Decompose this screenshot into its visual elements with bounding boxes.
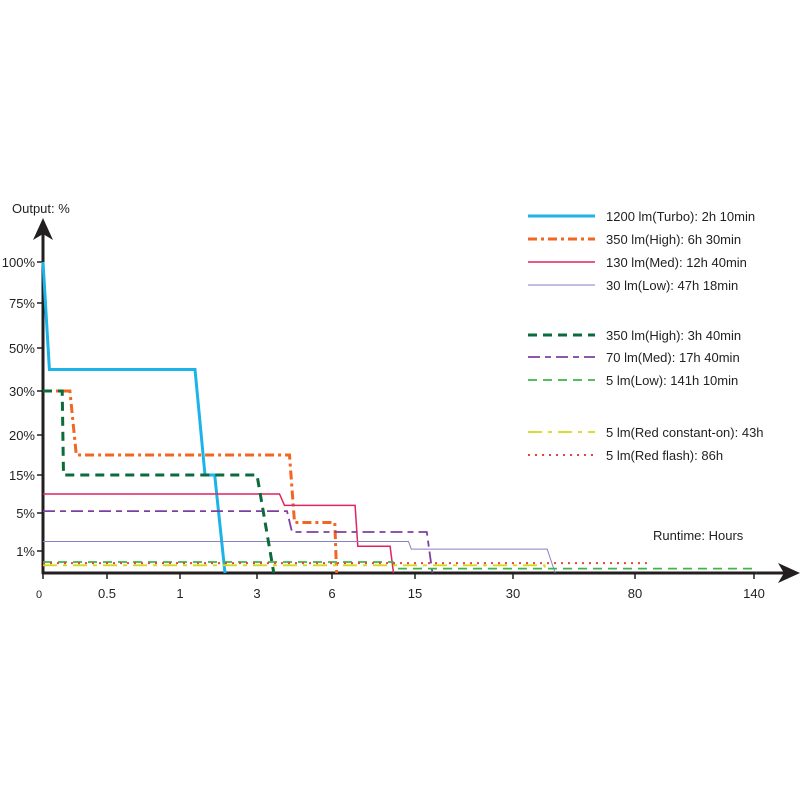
legend-label: 350 lm(High): 6h 30min <box>606 232 741 247</box>
legend-label: 70 lm(Med): 17h 40min <box>606 350 740 365</box>
x-axis-label: Runtime: Hours <box>653 528 744 543</box>
legend-item: 350 lm(High): 6h 30min <box>528 232 741 247</box>
series-line-5 <box>43 389 276 574</box>
legend-item: 130 lm(Med): 12h 40min <box>528 255 747 270</box>
series-line-3 <box>43 493 395 574</box>
y-tick-label: 100% <box>2 255 36 270</box>
legend-label: 5 lm(Red constant-on): 43h <box>606 425 764 440</box>
x-tick-label: 15 <box>408 586 422 601</box>
legend-item: 5 lm(Red constant-on): 43h <box>528 425 764 440</box>
series-line-1 <box>41 261 227 574</box>
y-tick-label: 1% <box>16 544 35 559</box>
legend-label: 5 lm(Red flash): 86h <box>606 448 723 463</box>
y-axis-arrow <box>33 218 53 240</box>
legend-label: 1200 lm(Turbo): 2h 10min <box>606 209 755 224</box>
y-tick-label: 30% <box>9 384 35 399</box>
legend-item: 5 lm(Low): 141h 10min <box>528 373 738 388</box>
x-tick-label: 30 <box>506 586 520 601</box>
legend-label: 130 lm(Med): 12h 40min <box>606 255 747 270</box>
legend-item: 1200 lm(Turbo): 2h 10min <box>528 209 755 224</box>
x-tick-label: 6 <box>328 586 335 601</box>
legend-label: 350 lm(High): 3h 40min <box>606 328 741 343</box>
y-tick-label: 75% <box>9 296 35 311</box>
y-tick-label: 5% <box>16 506 35 521</box>
legend-item: 5 lm(Red flash): 86h <box>528 448 723 463</box>
x-tick-label: 1 <box>176 586 183 601</box>
series-line-8 <box>43 564 546 573</box>
axes: Output: % Runtime: Hours <box>12 201 800 583</box>
legend-item: 350 lm(High): 3h 40min <box>528 328 741 343</box>
series-line-7 <box>43 561 758 574</box>
x-tick-label: 0.5 <box>98 586 116 601</box>
y-axis-label: Output: % <box>12 201 70 216</box>
y-tick-label: 50% <box>9 341 35 356</box>
x-tick-label: 80 <box>628 586 642 601</box>
legend-item: 30 lm(Low): 47h 18min <box>528 278 738 293</box>
series-line-6 <box>43 510 434 574</box>
legend-item: 70 lm(Med): 17h 40min <box>528 350 740 365</box>
x-tick-label: 0 <box>36 589 42 601</box>
y-tick-label: 20% <box>9 428 35 443</box>
x-axis-arrow <box>778 563 800 583</box>
x-tick-label: 3 <box>253 586 260 601</box>
series-line-2 <box>43 389 339 574</box>
legend-label: 5 lm(Low): 141h 10min <box>606 373 738 388</box>
legend-label: 30 lm(Low): 47h 18min <box>606 278 738 293</box>
series-line-4 <box>43 541 556 574</box>
y-tick-label: 15% <box>9 468 35 483</box>
x-tick-label: 140 <box>743 586 765 601</box>
